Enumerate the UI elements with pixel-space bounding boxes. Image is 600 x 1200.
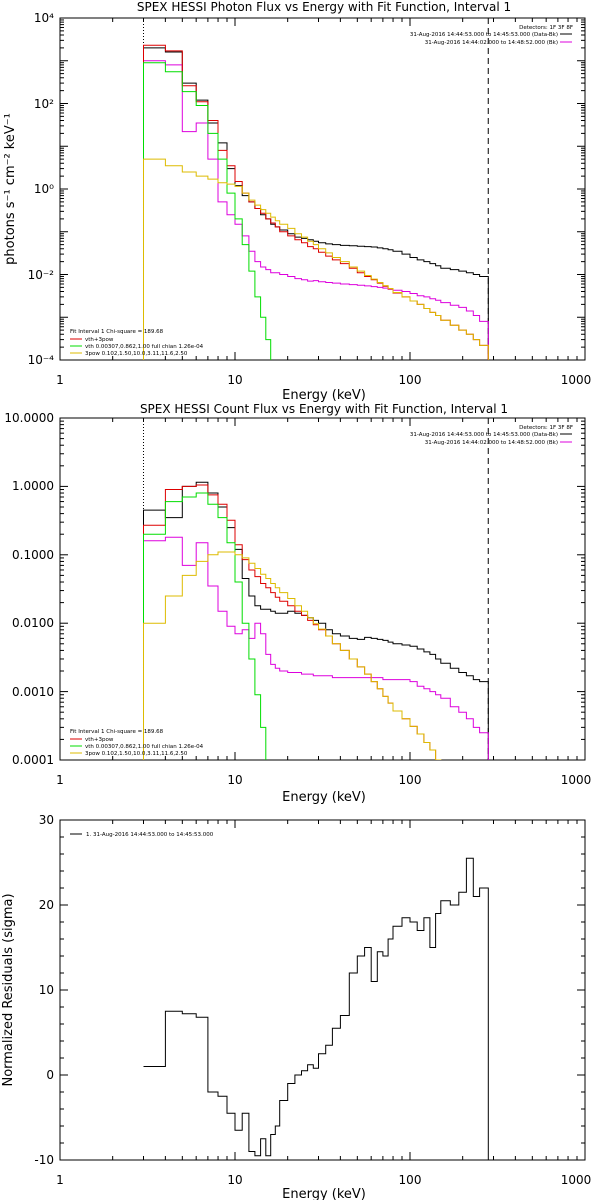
series-line-4 — [143, 551, 489, 760]
legend-vth-label: vth 0.00307,0.862,1.00 full chian 1.26e-… — [85, 744, 204, 750]
photon-flux-fit-legend: Fit Interval 1 Chi-square = 189.68 vth+3… — [70, 329, 204, 357]
x-tick-label: 1000 — [561, 773, 592, 787]
y-tick-label: 10⁰ — [34, 182, 54, 196]
series-line-2 — [143, 484, 489, 760]
count-flux-fit-legend: Fit Interval 1 Chi-square = 189.68 vth+3… — [70, 729, 204, 757]
y-tick-label: 10⁻⁴ — [28, 353, 55, 367]
photon-flux-panel: SPEX HESSI Photon Flux vs Energy with Fi… — [3, 0, 591, 403]
photon-flux-y-axis-label: photons s⁻¹ cm⁻² keV⁻¹ — [3, 113, 18, 265]
fit-interval-label: Fit Interval 1 Chi-square = 189.68 — [70, 729, 164, 735]
legend-data-interval: 31-Aug-2016 14:44:53.000 to 14:45:53.000… — [410, 432, 558, 438]
residuals-y-tick-labels: -10 0 10 20 30 — [34, 813, 54, 1167]
residuals-panel: 1 10 100 1000 -10 0 10 20 30 Energy (keV… — [1, 813, 591, 1200]
y-tick-label: 0.0001 — [12, 753, 54, 767]
y-tick-label: 10² — [34, 97, 54, 111]
series-line-2 — [143, 44, 489, 360]
detectors-label: Detectors: 1F 3F 8F — [519, 25, 573, 31]
series-line-4 — [143, 158, 489, 360]
y-tick-label: 20 — [39, 898, 54, 912]
x-tick-label: 10 — [227, 773, 242, 787]
series-line-0 — [143, 47, 489, 360]
x-tick-label: 1 — [56, 1173, 64, 1187]
count-flux-panel: SPEX HESSI Count Flux vs Energy with Fit… — [4, 402, 591, 805]
photon-flux-series — [142, 18, 489, 360]
legend-vth3pow-label: vth+3pow — [85, 337, 114, 343]
photon-flux-ticks — [59, 18, 585, 361]
series-line-1 — [143, 536, 489, 760]
count-flux-title: SPEX HESSI Count Flux vs Energy with Fit… — [140, 402, 508, 416]
x-tick-label: 100 — [399, 1173, 422, 1187]
residuals-plot-frame — [59, 819, 586, 1161]
residuals-series — [143, 857, 489, 1160]
legend-3pow-label: 3pow 0.102,1.50,10.0,3.11,11.6,2.50 — [85, 751, 188, 757]
residuals-x-tick-labels: 1 10 100 1000 — [56, 1173, 591, 1187]
residuals-ticks — [59, 819, 585, 1161]
photon-flux-y-tick-labels: 10⁻⁴ 10⁻² 10⁰ 10² 10⁴ — [28, 11, 55, 367]
detectors-label: Detectors: 1F 3F 8F — [519, 425, 573, 431]
y-tick-label: 30 — [39, 813, 54, 827]
legend-residuals-label: 1. 31-Aug-2016 14:44:53.000 to 14:45:53.… — [86, 832, 214, 838]
x-tick-label: 1 — [56, 773, 64, 787]
photon-flux-plot-frame — [59, 17, 586, 361]
photon-flux-legend-header: Detectors: 1F 3F 8F 31-Aug-2016 14:44:53… — [410, 25, 573, 46]
series-line-0 — [143, 857, 489, 1160]
count-flux-series — [142, 418, 489, 760]
count-flux-plot-frame — [59, 417, 586, 761]
series-line-3 — [143, 492, 489, 760]
residuals-x-axis-label: Energy (keV) — [282, 1187, 366, 1200]
legend-vth3pow-label: vth+3pow — [85, 737, 114, 743]
legend-data-interval: 31-Aug-2016 14:44:53.000 to 14:45:53.000… — [410, 32, 558, 38]
photon-flux-title: SPEX HESSI Photon Flux vs Energy with Fi… — [137, 0, 511, 14]
y-tick-label: 0.0010 — [12, 685, 54, 699]
x-tick-label: 10 — [227, 1173, 242, 1187]
count-flux-x-axis-label: Energy (keV) — [282, 790, 366, 805]
photon-flux-x-axis-label: Energy (keV) — [282, 388, 366, 403]
residuals-y-axis-label: Normalized Residuals (sigma) — [1, 893, 16, 1086]
legend-vth-label: vth 0.00307,0.862,1.00 full chian 1.26e-… — [85, 344, 204, 350]
count-flux-y-tick-labels: 0.0001 0.0010 0.0100 0.1000 1.0000 10.00… — [4, 411, 54, 767]
series-line-3 — [143, 62, 489, 360]
y-tick-label: 10⁴ — [34, 11, 54, 25]
legend-bk-interval: 31-Aug-2016 14:44:02.000 to 14:48:52.000… — [425, 40, 558, 46]
y-tick-label: 1.0000 — [12, 479, 54, 493]
legend-bk-interval: 31-Aug-2016 14:44:02.000 to 14:48:52.000… — [425, 440, 558, 446]
y-tick-label: 10.0000 — [4, 411, 54, 425]
x-tick-label: 100 — [399, 773, 422, 787]
photon-flux-x-tick-labels: 1 10 100 1000 — [56, 373, 591, 387]
count-flux-legend-header: Detectors: 1F 3F 8F 31-Aug-2016 14:44:53… — [410, 425, 573, 446]
x-tick-label: 1000 — [561, 1173, 592, 1187]
y-tick-label: 0.0100 — [12, 616, 54, 630]
y-tick-label: 0.1000 — [12, 548, 54, 562]
y-tick-label: 10 — [39, 983, 54, 997]
x-tick-label: 1000 — [561, 373, 592, 387]
x-tick-label: 1 — [56, 373, 64, 387]
y-tick-label: -10 — [34, 1153, 54, 1167]
series-line-1 — [143, 60, 489, 360]
legend-3pow-label: 3pow 0.102,1.50,10.0,3.11,11.6,2.50 — [85, 351, 188, 357]
fit-interval-label: Fit Interval 1 Chi-square = 189.68 — [70, 329, 164, 335]
residuals-legend: 1. 31-Aug-2016 14:44:53.000 to 14:45:53.… — [70, 832, 214, 838]
count-flux-ticks — [59, 418, 585, 761]
y-tick-label: 0 — [46, 1068, 54, 1082]
x-tick-label: 100 — [399, 373, 422, 387]
count-flux-x-tick-labels: 1 10 100 1000 — [56, 773, 591, 787]
series-line-0 — [143, 481, 489, 760]
x-tick-label: 10 — [227, 373, 242, 387]
y-tick-label: 10⁻² — [28, 268, 55, 282]
